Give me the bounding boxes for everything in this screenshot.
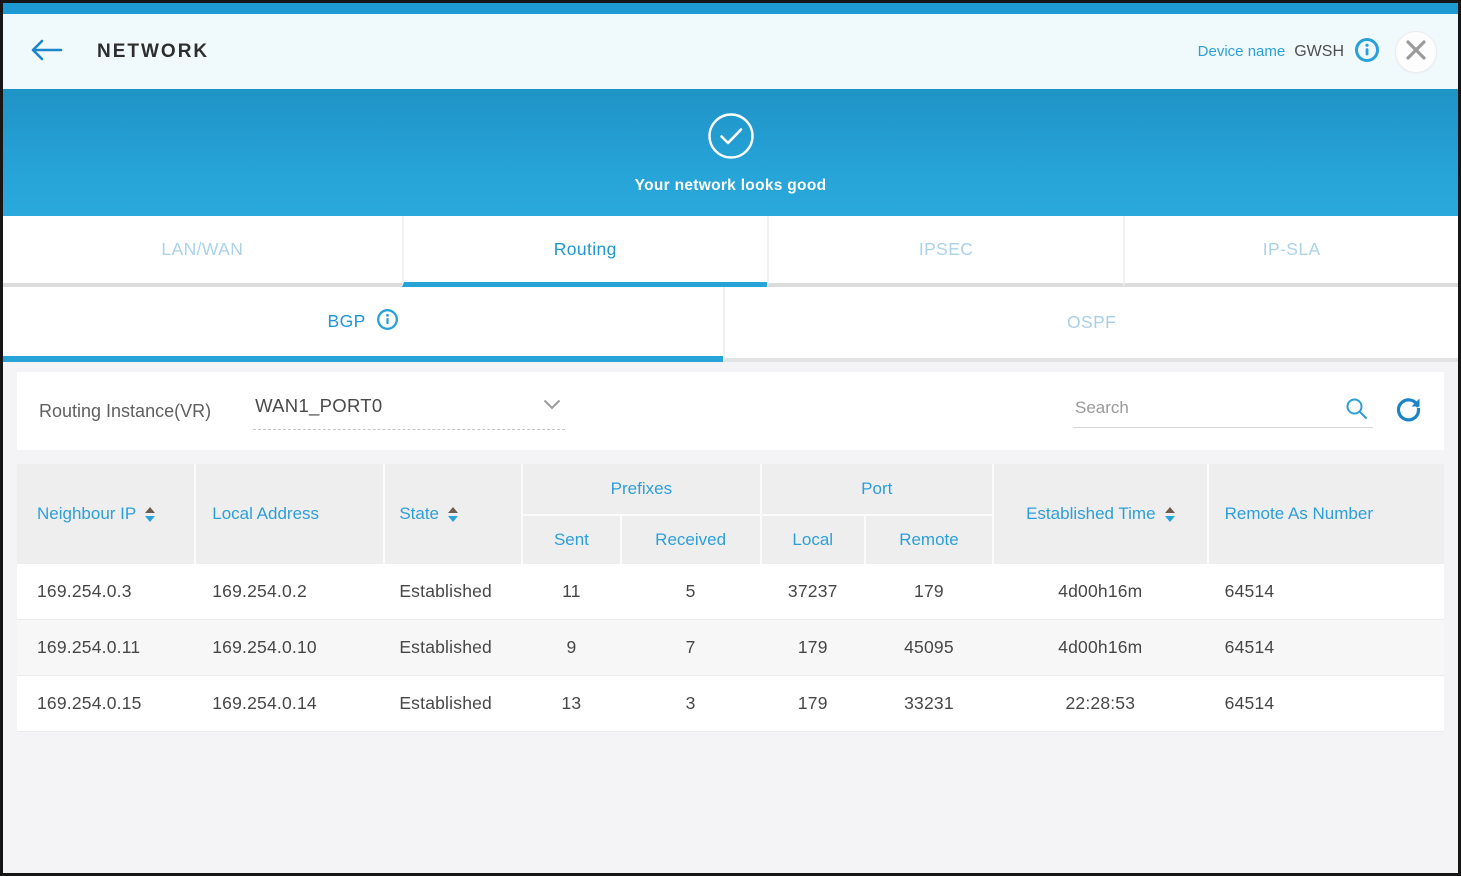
column-header-port-local: Local (761, 516, 864, 564)
cell-port-remote: 179 (914, 581, 944, 601)
column-header-received: Received (621, 516, 760, 564)
device-info-button[interactable] (1354, 37, 1380, 66)
search-icon[interactable] (1344, 396, 1369, 426)
column-header-established-time[interactable]: Established Time (993, 464, 1207, 564)
top-accent-strip (3, 3, 1458, 14)
cell-prefixes-sent: 11 (562, 581, 581, 601)
cell-local-address: 169.254.0.2 (212, 581, 307, 601)
arrow-left-icon (29, 39, 65, 64)
cell-established-time: 4d00h16m (1058, 637, 1143, 657)
refresh-button[interactable] (1395, 396, 1422, 426)
status-banner: Your network looks good (3, 89, 1458, 216)
column-header-neighbour-ip[interactable]: Neighbour IP (17, 464, 195, 564)
column-header-sent: Sent (523, 516, 620, 564)
device-name-label: Device name (1197, 43, 1286, 60)
routing-instance-dropdown[interactable]: WAN1_PORT0 (253, 393, 566, 430)
routing-subtabs: BGP OSPF (3, 287, 1458, 362)
column-header-port-remote: Remote (865, 516, 992, 564)
column-header-local-address: Local Address (196, 464, 384, 564)
main-tabs: LAN/WAN Routing IPSEC IP-SLA (3, 216, 1458, 287)
cell-prefixes-received: 5 (685, 581, 696, 601)
cell-prefixes-sent: 9 (566, 637, 577, 657)
cell-port-remote: 45095 (904, 637, 954, 657)
cell-remote-as-number: 64514 (1224, 581, 1275, 601)
column-group-prefixes: Prefixes (523, 464, 760, 514)
page-title: NETWORK (97, 40, 210, 62)
column-header-state[interactable]: State (385, 464, 522, 564)
chevron-down-icon (543, 397, 561, 415)
subtab-bgp-label: BGP (327, 311, 366, 331)
close-icon (1404, 38, 1428, 65)
column-group-port: Port (761, 464, 992, 514)
bgp-table: Neighbour IP Local Address State Prefixe… (17, 464, 1444, 732)
cell-port-local: 37237 (787, 581, 838, 601)
app-bar: NETWORK Device name GWSH (3, 14, 1458, 89)
close-button[interactable] (1396, 31, 1436, 72)
tab-ipsec[interactable]: IPSEC (766, 216, 1124, 287)
cell-port-local: 179 (797, 637, 828, 657)
sort-icon[interactable] (448, 506, 459, 522)
cell-port-local: 179 (797, 693, 828, 713)
tab-lan-wan[interactable]: LAN/WAN (3, 216, 402, 287)
cell-remote-as-number: 64514 (1224, 637, 1275, 657)
cell-neighbour-ip: 169.254.0.3 (37, 581, 132, 601)
cell-state: Established (399, 693, 492, 713)
cell-prefixes-received: 3 (685, 693, 696, 713)
info-icon[interactable] (376, 308, 399, 336)
search-box (1073, 394, 1373, 428)
column-header-remote-as-number: Remote As Number (1208, 464, 1444, 564)
table-row[interactable]: 169.254.0.3 169.254.0.2 Established 11 5… (17, 564, 1444, 620)
toolbar: Routing Instance(VR) WAN1_PORT0 (17, 372, 1444, 450)
cell-neighbour-ip: 169.254.0.15 (37, 693, 142, 713)
cell-local-address: 169.254.0.10 (212, 637, 317, 657)
table-row[interactable]: 169.254.0.11 169.254.0.10 Established 9 … (17, 620, 1444, 676)
cell-established-time: 4d00h16m (1058, 581, 1143, 601)
subtab-bgp[interactable]: BGP (3, 287, 724, 362)
cell-state: Established (399, 637, 492, 657)
back-button[interactable] (29, 38, 69, 66)
device-name-value: GWSH (1294, 42, 1344, 60)
content-area: Routing Instance(VR) WAN1_PORT0 (3, 362, 1458, 873)
search-input[interactable] (1073, 394, 1373, 428)
tab-routing[interactable]: Routing (401, 216, 767, 287)
sort-icon[interactable] (1164, 506, 1175, 522)
table-header: Neighbour IP Local Address State Prefixe… (17, 464, 1444, 564)
refresh-icon (1395, 396, 1422, 426)
status-message: Your network looks good (634, 177, 827, 194)
sort-icon[interactable] (145, 506, 156, 522)
cell-prefixes-sent: 13 (561, 693, 582, 713)
cell-prefixes-received: 7 (685, 637, 696, 657)
info-icon (1354, 37, 1380, 66)
subtab-ospf[interactable]: OSPF (723, 287, 1458, 362)
cell-port-remote: 33231 (904, 693, 954, 713)
cell-local-address: 169.254.0.14 (212, 693, 317, 713)
cell-established-time: 22:28:53 (1065, 693, 1136, 713)
cell-remote-as-number: 64514 (1224, 693, 1275, 713)
tab-ip-sla[interactable]: IP-SLA (1123, 216, 1458, 287)
routing-instance-value: WAN1_PORT0 (255, 394, 383, 416)
check-circle-icon (707, 112, 755, 165)
table-row[interactable]: 169.254.0.15 169.254.0.14 Established 13… (17, 676, 1444, 732)
cell-state: Established (399, 581, 492, 601)
cell-neighbour-ip: 169.254.0.11 (37, 637, 141, 657)
routing-instance-label: Routing Instance(VR) (39, 400, 212, 421)
